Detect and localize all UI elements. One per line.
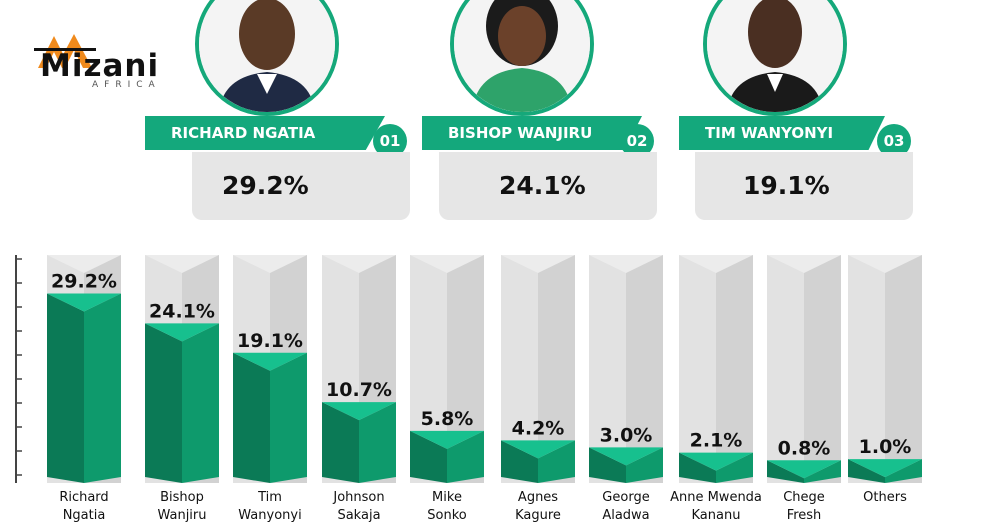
bar-face-right xyxy=(359,402,396,483)
bar-top xyxy=(233,352,307,371)
category-label: Bishop Wanjiru xyxy=(157,490,206,523)
bar-5: 5.8% Mike Sonko xyxy=(410,255,484,523)
candidate-photo-2 xyxy=(450,0,594,116)
bar-9: 0.8% Chege Fresh xyxy=(767,255,841,523)
mizani-logo xyxy=(34,32,194,94)
category-label: Agnes Kagure xyxy=(515,490,561,523)
bar-face-left xyxy=(767,460,804,483)
bar-face-left xyxy=(848,459,885,483)
category-label: Richard Ngatia xyxy=(59,490,108,523)
bar-face-right xyxy=(626,447,663,483)
category-label: Mike Sonko xyxy=(427,490,467,523)
bar-face-right xyxy=(84,293,121,483)
bar-4: 10.7% Johnson Sakaja xyxy=(322,255,396,523)
bar-track-top xyxy=(145,255,219,273)
candidate-percent-3: 19.1% xyxy=(695,152,913,220)
bar-value-label: 10.7% xyxy=(326,379,392,401)
candidate-percent-1: 29.2% xyxy=(192,152,410,220)
bar-value-label: 1.0% xyxy=(859,436,912,458)
bar-track-top xyxy=(679,255,753,273)
bar-track-top xyxy=(47,255,121,273)
bar-face-right xyxy=(885,459,922,483)
bar-track-top xyxy=(589,255,663,273)
bar-face-right xyxy=(182,323,219,483)
scales-logo-icon xyxy=(34,34,96,68)
bar-face-right xyxy=(716,452,753,483)
bar-top xyxy=(848,459,922,478)
category-label: Anne Mwenda Kananu xyxy=(670,490,762,523)
bar-track-top xyxy=(322,255,396,273)
bar-top xyxy=(145,323,219,342)
bar-2: 24.1% Bishop Wanjiru xyxy=(145,255,219,523)
bar-value-label: 24.1% xyxy=(149,300,215,322)
category-label: Johnson Sakaja xyxy=(332,490,384,523)
bar-face-left xyxy=(589,447,626,483)
bar-face-left xyxy=(410,430,447,483)
bar-value-label: 3.0% xyxy=(600,424,653,446)
candidate-percent-2: 24.1% xyxy=(439,152,657,220)
bar-10: 1.0% Others xyxy=(848,255,922,505)
bar-track-top xyxy=(410,255,484,273)
bar-value-label: 29.2% xyxy=(51,270,117,292)
bar-face-right xyxy=(538,440,575,483)
bar-face-right xyxy=(804,460,841,483)
bar-7: 3.0% George Aladwa xyxy=(589,255,663,523)
logo-text: Mizani xyxy=(40,48,160,84)
candidate-card-2: BISHOP WANJIRU 02 24.1% xyxy=(422,0,692,225)
poll-bar-chart: 29.2% Richard Ngatia 24.1% Bishop Wanjiru 19.1… xyxy=(15,255,922,523)
bar-3: 19.1% Tim Wanyonyi xyxy=(233,255,307,523)
bar-top xyxy=(47,293,121,312)
bar-top xyxy=(322,402,396,421)
bar-8: 2.1% Anne Mwenda Kananu xyxy=(670,255,762,523)
bar-value-label: 4.2% xyxy=(512,417,565,439)
candidate-name-1: RICHARD NGATIA xyxy=(145,116,385,150)
bar-top xyxy=(767,460,841,479)
candidate-card-3: TIM WANYONYI 03 19.1% xyxy=(679,0,949,225)
bar-track-top xyxy=(848,255,922,273)
candidate-photo-1 xyxy=(195,0,339,116)
bar-track-side xyxy=(885,255,922,483)
bar-track-side xyxy=(804,255,841,483)
bar-top xyxy=(501,440,575,459)
candidate-photo-3 xyxy=(703,0,847,116)
bar-face-left xyxy=(501,440,538,483)
y-axis xyxy=(15,255,22,483)
bar-value-label: 5.8% xyxy=(421,408,474,430)
bar-value-label: 0.8% xyxy=(778,437,831,459)
bar-face-left xyxy=(47,293,84,483)
person-silhouette-icon xyxy=(707,0,843,112)
category-label: Chege Fresh xyxy=(783,490,825,523)
bar-track-side xyxy=(716,255,753,483)
candidate-card-1: RICHARD NGATIA 01 29.2% xyxy=(145,0,415,225)
bar-face-left xyxy=(322,402,359,483)
bars-group: 29.2% Richard Ngatia 24.1% Bishop Wanjiru 19.1… xyxy=(47,255,922,523)
category-label: George Aladwa xyxy=(602,490,649,523)
logo-subtext: AFRICA xyxy=(92,80,161,90)
bar-face-left xyxy=(679,452,716,483)
bar-track-top xyxy=(233,255,307,273)
bar-1: 29.2% Richard Ngatia xyxy=(47,255,121,523)
candidate-name-3: TIM WANYONYI xyxy=(679,116,885,150)
bar-face-right xyxy=(447,430,484,483)
person-silhouette-icon xyxy=(199,0,335,112)
bar-face-left xyxy=(145,323,182,483)
person-silhouette-icon xyxy=(454,0,590,112)
bar-track-top xyxy=(501,255,575,273)
bar-face-right xyxy=(270,352,307,483)
category-label: Tim Wanyonyi xyxy=(238,490,301,523)
bar-value-label: 19.1% xyxy=(237,330,303,352)
bar-top xyxy=(410,430,484,449)
bar-top xyxy=(589,447,663,466)
bar-value-label: 2.1% xyxy=(690,430,743,452)
candidate-name-2: BISHOP WANJIRU xyxy=(422,116,642,150)
bar-6: 4.2% Agnes Kagure xyxy=(501,255,575,523)
category-label: Others xyxy=(863,490,907,505)
bar-track-side xyxy=(626,255,663,483)
bar-track-top xyxy=(767,255,841,273)
bar-top xyxy=(679,452,753,471)
bar-face-left xyxy=(233,352,270,483)
